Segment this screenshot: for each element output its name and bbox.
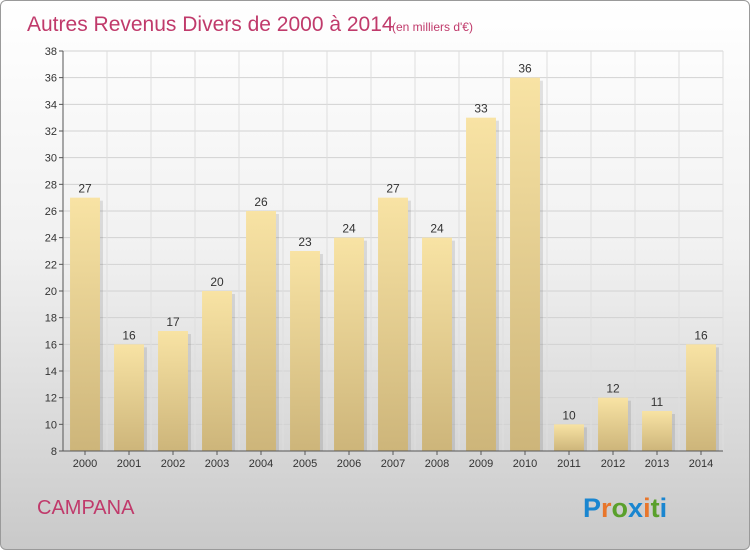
y-tick-label: 14 (45, 366, 57, 378)
x-tick-label: 2009 (469, 458, 493, 470)
x-tick-label: 2012 (601, 458, 625, 470)
bar (466, 117, 496, 452)
bar (642, 411, 672, 451)
bar-value-label: 33 (474, 102, 488, 116)
axis-layer: 8 10 12 14 16 18 20 22 24 26 28 30 32 34 36 38 2000 2001 2… (45, 46, 723, 470)
y-tick-label: 36 (45, 73, 57, 85)
bar (554, 424, 584, 451)
y-tick-label: 28 (45, 179, 57, 191)
y-tick-label: 34 (45, 99, 57, 111)
bar-value-label: 27 (386, 182, 400, 196)
bar (598, 397, 628, 451)
bar (290, 251, 320, 451)
bar-value-label: 24 (342, 222, 356, 236)
bar (158, 331, 188, 451)
y-tick-label: 16 (45, 339, 57, 351)
x-tick-label: 2004 (249, 458, 273, 470)
y-tick-label: 32 (45, 126, 57, 138)
y-tick-label: 18 (45, 313, 57, 325)
bar-value-label: 11 (651, 395, 664, 409)
y-tick-label: 8 (51, 446, 57, 458)
bar (422, 237, 452, 451)
proxiti-logo: Proxiti (583, 493, 667, 523)
x-tick-label: 2011 (557, 458, 581, 470)
bar-value-label: 17 (166, 315, 180, 329)
bar (70, 197, 100, 451)
bar (686, 344, 716, 451)
bars-layer: 27 16 17 20 26 23 24 27 24 33 36 10 12 11 16 (70, 62, 719, 452)
x-tick-label: 2006 (337, 458, 361, 470)
grid-layer (62, 50, 724, 452)
x-tick-label: 2014 (689, 458, 713, 470)
bar-value-label: 10 (562, 408, 576, 422)
y-tick-label: 26 (45, 206, 57, 218)
x-tick-label: 2003 (205, 458, 229, 470)
y-tick-label: 20 (45, 286, 57, 298)
bar-value-label: 24 (430, 222, 444, 236)
bar (114, 344, 144, 451)
x-tick-label: 2010 (513, 458, 537, 470)
bar (334, 237, 364, 451)
bar (378, 197, 408, 451)
x-tick-label: 2005 (293, 458, 317, 470)
bar (202, 291, 232, 451)
x-tick-label: 2000 (73, 458, 97, 470)
bar (246, 211, 276, 451)
y-tick-label: 10 (45, 419, 57, 431)
bar-value-label: 12 (606, 382, 620, 396)
bar-value-label: 36 (518, 62, 532, 76)
chart-title: Autres Revenus Divers de 2000 à 2014 (27, 13, 394, 36)
y-tick-label: 38 (45, 46, 57, 58)
x-tick-label: 2008 (425, 458, 449, 470)
x-tick-label: 2013 (645, 458, 669, 470)
chart-subtitle: (en milliers d'€) (392, 20, 473, 34)
bar-value-label: 27 (78, 182, 92, 196)
bar-value-label: 16 (694, 328, 708, 342)
bar-value-label: 16 (122, 328, 136, 342)
y-tick-label: 22 (45, 259, 57, 271)
bar-value-label: 26 (254, 195, 268, 209)
y-tick-label: 24 (45, 233, 57, 245)
x-tick-label: 2001 (117, 458, 141, 470)
bar (510, 77, 540, 452)
x-tick-label: 2007 (381, 458, 405, 470)
y-tick-label: 12 (45, 393, 57, 405)
x-tick-label: 2002 (161, 458, 185, 470)
bar-value-label: 23 (298, 235, 312, 249)
commune-name: CAMPANA (37, 497, 135, 519)
bar-value-label: 20 (210, 275, 224, 289)
y-tick-label: 30 (45, 153, 57, 165)
